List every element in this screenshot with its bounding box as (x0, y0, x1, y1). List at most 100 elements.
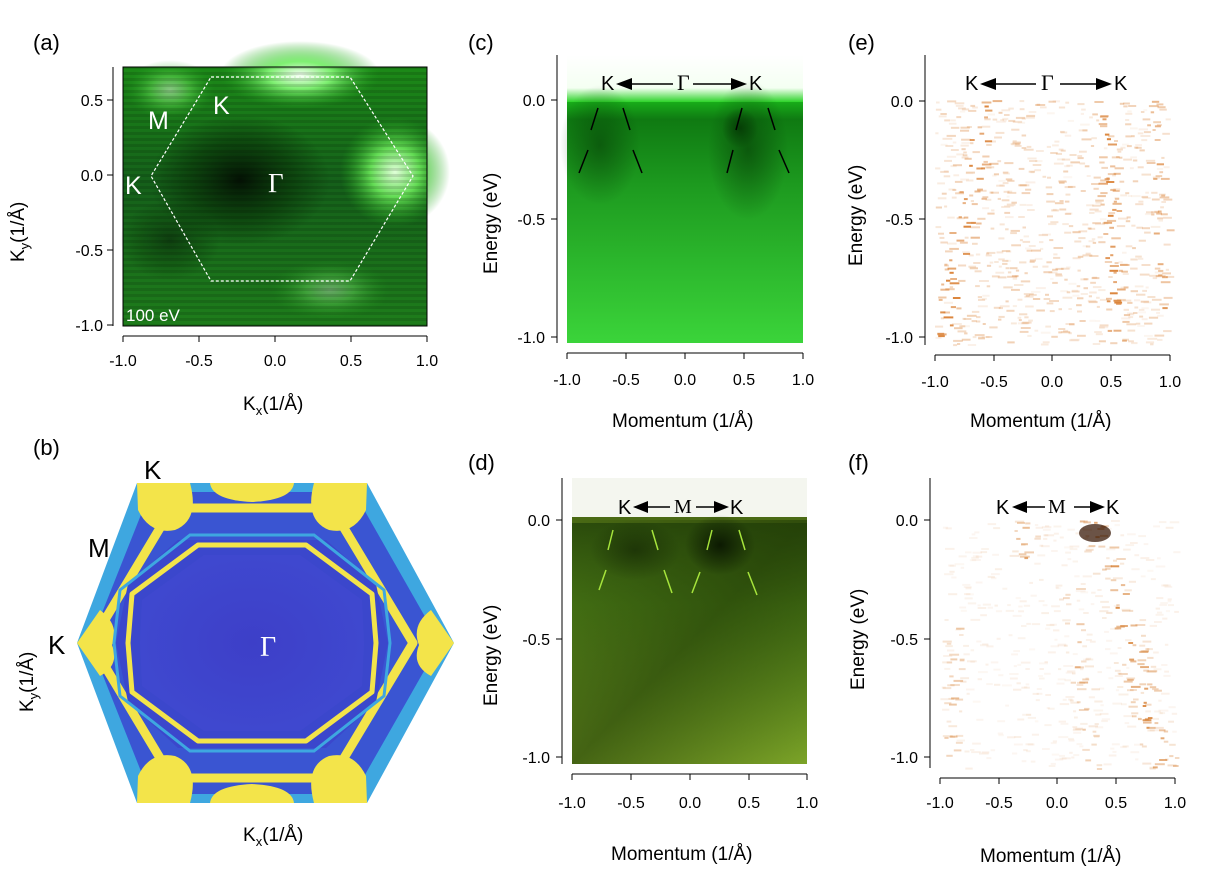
panel-c-y-axis (551, 55, 558, 343)
panel-c-xtick: 0.5 (733, 372, 755, 389)
panel-f-xlabel: Momentum (1/Å) (980, 846, 1121, 867)
panel-f-ytick: -1.0 (890, 750, 918, 767)
panel-b-M-label: M (88, 533, 110, 563)
panel-a-x-axis (122, 335, 428, 342)
panel-f-y-axis (924, 478, 931, 768)
panel-f-x-axis (939, 777, 1176, 784)
panel-a-xlabel: Kx(1/Å) (243, 394, 303, 418)
panel-d-label: (d) (468, 450, 495, 475)
panel-c-xtick: 1.0 (792, 372, 814, 389)
panel-c-path-label: K Γ K (601, 70, 763, 95)
panel-d-xtick: 1.0 (796, 795, 818, 812)
panel-d-path-left: K (618, 497, 632, 519)
panel-a-xtick: 0.0 (264, 353, 286, 370)
panel-d-xtick: -0.5 (617, 795, 645, 812)
panel-c-xlabel: Momentum (1/Å) (612, 411, 753, 432)
panel-a-xtick: -0.5 (185, 353, 213, 370)
panel-b-K-top-label: K (144, 455, 162, 485)
panel-a-energy-label: 100 eV (126, 306, 181, 325)
panel-c: (c) K Γ K (468, 30, 814, 432)
panel-e-path-left: K (965, 73, 979, 95)
panel-b-xlabel: Kx(1/Å) (243, 825, 303, 849)
panel-e-ylabel: Energy (eV) (846, 165, 867, 266)
panel-a-ylabel: Ky(1/Å) (8, 202, 32, 262)
panel-c-x-axis (566, 352, 804, 359)
panel-f: (f) K M K -1.0 -0.5 0.0 0.5 1.0 (848, 450, 1186, 867)
panel-d-xtick: -1.0 (558, 795, 586, 812)
panel-a-xtick: -1.0 (109, 353, 137, 370)
panel-f-ytick: 0.0 (896, 513, 918, 530)
panel-f-xtick: -1.0 (926, 795, 954, 812)
panel-d-ytick: -0.5 (522, 632, 550, 649)
panel-e-xtick: 0.5 (1100, 374, 1122, 391)
panel-a-label: (a) (33, 30, 60, 55)
panel-c-ylabel: Energy (eV) (481, 173, 502, 274)
panel-f-path-right: K (1106, 497, 1120, 519)
panel-a-K-top-label: K (213, 92, 230, 120)
panel-d-y-axis (556, 478, 563, 764)
panel-f-path-left: K (996, 497, 1010, 519)
panel-a: (a) M K K Γ 100 eV -1.0 -0.5 0.0 (8, 30, 450, 418)
panel-d-xtick: 0.5 (738, 795, 760, 812)
panel-a-M-label: M (148, 107, 169, 135)
panel-e: (e) K Γ K -1.0 -0.5 0.0 0.5 1.0 (846, 30, 1181, 432)
panel-f-xtick: 0.5 (1105, 795, 1127, 812)
panel-c-path-left: K (601, 73, 615, 95)
panel-c-ytick: -1.0 (517, 330, 545, 347)
panel-a-ytick: -0.5 (75, 243, 103, 260)
panel-c-xtick: 0.0 (674, 372, 696, 389)
panel-a-image (120, 41, 450, 327)
panel-c-label: (c) (468, 30, 494, 55)
panel-c-path-center: Γ (677, 70, 690, 95)
panel-e-path-right: K (1114, 73, 1128, 95)
panel-d-ylabel: Energy (eV) (481, 605, 502, 706)
panel-a-gamma-label: Γ (268, 168, 284, 198)
panel-e-ytick: -0.5 (885, 212, 913, 229)
panel-c-image (560, 55, 803, 343)
panel-b: (b) K M K Γ Kx (17, 435, 454, 849)
panel-d-x-axis (571, 773, 808, 780)
panel-d-xtick: 0.0 (679, 795, 701, 812)
panel-e-path-center: Γ (1041, 70, 1054, 95)
panel-f-ylabel: Energy (eV) (848, 589, 869, 690)
panel-f-label: (f) (848, 450, 869, 475)
panel-b-label: (b) (33, 435, 60, 460)
panel-a-ytick: 0.5 (81, 93, 103, 110)
panel-d-xlabel: Momentum (1/Å) (611, 844, 752, 865)
panel-e-ytick: 0.0 (891, 94, 913, 111)
panel-e-label: (e) (848, 30, 875, 55)
panel-d: (d) K M K (468, 450, 818, 865)
panel-f-xtick: 1.0 (1164, 795, 1186, 812)
panel-e-x-axis (934, 354, 1171, 361)
panel-a-ytick: 0.0 (81, 168, 103, 185)
panel-d-path-label: K M K (618, 496, 744, 519)
panel-e-xtick: -1.0 (921, 374, 949, 391)
panel-d-ytick: 0.0 (528, 513, 550, 530)
panel-c-xtick: -1.0 (553, 372, 581, 389)
panel-e-image (935, 55, 1175, 347)
panel-e-xlabel: Momentum (1/Å) (970, 411, 1111, 432)
panel-d-image (572, 478, 807, 764)
panel-e-xtick: 1.0 (1159, 374, 1181, 391)
panel-e-path-label: K Γ K (965, 70, 1128, 95)
panel-e-ytick: -1.0 (885, 330, 913, 347)
panel-a-y-axis (107, 67, 114, 326)
panel-b-image (77, 483, 454, 803)
panel-a-xtick: 0.5 (340, 353, 362, 370)
panel-a-K-left-label: K (125, 172, 142, 200)
panel-e-y-axis (919, 55, 926, 345)
panel-c-path-right: K (749, 73, 763, 95)
panel-c-ytick: -0.5 (517, 212, 545, 229)
panel-b-ylabel: Ky(1/Å) (17, 652, 41, 712)
panel-b-K-left-label: K (48, 630, 66, 660)
panel-a-xtick: 1.0 (416, 353, 438, 370)
panel-b-gamma-label: Γ (260, 632, 276, 663)
panel-f-path-label: K M K (996, 496, 1120, 519)
panel-e-xtick: 0.0 (1041, 374, 1063, 391)
panel-e-xtick: -0.5 (980, 374, 1008, 391)
panel-f-image (940, 478, 1181, 770)
panel-f-path-center: M (1048, 496, 1066, 518)
panel-c-xtick: -0.5 (612, 372, 640, 389)
panel-c-ytick: 0.0 (523, 93, 545, 110)
